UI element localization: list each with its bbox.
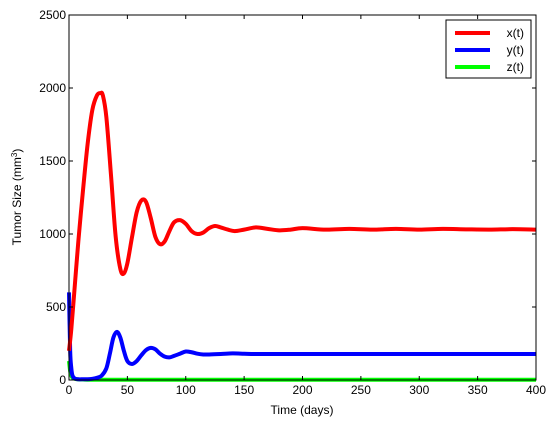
x-tick-label: 300 (409, 383, 429, 397)
legend-label-x: x(t) (507, 26, 524, 40)
x-tick-label: 150 (234, 383, 254, 397)
legend-label-z: z(t) (507, 60, 524, 74)
legend-label-y: y(t) (507, 43, 524, 57)
x-tick-label: 200 (292, 383, 312, 397)
y-tick-label: 0 (59, 373, 66, 387)
y-axis-label-close: ) (10, 149, 24, 153)
tick-layer: 0 50 100 150 200 250 300 350 400 0 500 1000 1500 2000… (39, 8, 546, 397)
x-tick-label: 250 (351, 383, 371, 397)
y-tick-label: 1000 (39, 227, 66, 241)
series-line-x (67, 90, 537, 352)
y-tick-label: 1500 (39, 154, 66, 168)
x-tick-label: 400 (526, 383, 546, 397)
y-tick-label: 2500 (39, 8, 66, 22)
x-axis-label: Time (days) (271, 403, 334, 417)
x-tick-label: 50 (121, 383, 135, 397)
y-axis-label-superscript: 3 (10, 152, 19, 157)
y-tick-label: 2000 (39, 81, 66, 95)
x-tick-label: 0 (66, 383, 73, 397)
x-tick-label: 350 (468, 383, 488, 397)
x-tick-label: 100 (176, 383, 196, 397)
y-axis-label-main: Tumor Size (mm (10, 157, 24, 245)
y-axis-label: Tumor Size (mm3) (10, 149, 25, 246)
series-line-y (67, 292, 536, 382)
legend: x(t) y(t) z(t) (445, 19, 532, 79)
y-tick-label: 500 (46, 300, 66, 314)
